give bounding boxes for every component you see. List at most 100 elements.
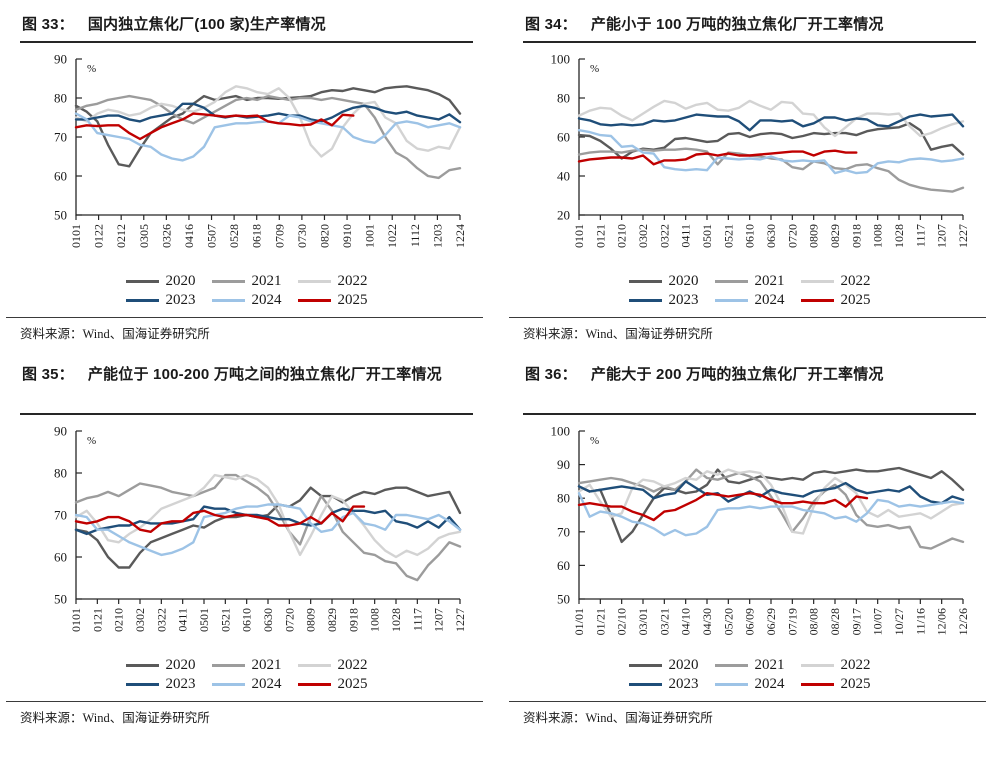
- legend-label: 2021: [754, 273, 785, 289]
- legend-item-2023: 2023: [628, 292, 699, 309]
- legend-item-2020: 2020: [125, 273, 196, 290]
- series-line-2023: [74, 102, 462, 124]
- x-tick-label: 04/10: [679, 608, 693, 635]
- legend-label: 2024: [754, 292, 785, 308]
- x-tick-label: 0101: [572, 224, 586, 248]
- series-line-2020: [74, 85, 462, 168]
- figure-33-title-text: 国内独立焦化厂(100 家)生产率情况: [87, 16, 326, 33]
- legend-swatch: [125, 299, 159, 302]
- y-axis-unit: %: [590, 435, 599, 447]
- legend-swatch: [297, 299, 331, 302]
- x-tick-label: 0918: [849, 224, 863, 248]
- x-tick-label: 0305: [137, 224, 151, 248]
- x-tick-label: 0709: [272, 224, 286, 248]
- legend-item-2024: 2024: [211, 676, 282, 693]
- y-tick-label: 80: [557, 91, 570, 106]
- x-tick-label: 0122: [92, 224, 106, 248]
- legend-item-2025: 2025: [800, 676, 871, 693]
- x-tick-label: 05/20: [721, 608, 735, 635]
- figure-36-number: 图 36：: [525, 366, 577, 383]
- y-tick-label: 100: [551, 424, 571, 439]
- axes: [578, 59, 963, 216]
- legend-row: 2023 2024 2025: [523, 292, 976, 309]
- legend-label: 2022: [337, 273, 368, 289]
- y-tick-label: 70: [54, 130, 67, 145]
- series-line-2025: [577, 149, 858, 166]
- figure-35-line-chart: 50 60 70 80 90% 0101 0121 0210 0302 0322 0411 0501 0…: [20, 419, 473, 655]
- legend-swatch: [714, 280, 748, 283]
- x-tick-label: 11/16: [913, 608, 927, 635]
- legend-item-2022: 2022: [800, 657, 871, 674]
- legend-swatch: [125, 683, 159, 686]
- x-tick-label: 10/07: [871, 608, 885, 635]
- legend-swatch: [211, 683, 245, 686]
- series-line-2024: [74, 503, 462, 557]
- figure-33-source-note: 资料来源：Wind、国海证券研究所: [6, 317, 483, 342]
- legend-item-2020: 2020: [628, 273, 699, 290]
- legend-item-2021: 2021: [714, 657, 785, 674]
- y-tick-label: 70: [54, 508, 67, 523]
- x-tick-label: 06/29: [764, 608, 778, 635]
- x-tick-label: 02/10: [615, 608, 629, 635]
- legend-item-2023: 2023: [125, 292, 196, 309]
- legend-swatch: [800, 280, 834, 283]
- x-tick-label: 10/27: [892, 608, 906, 635]
- source-text: 资料来源：Wind、国海证券研究所: [20, 327, 210, 341]
- x-tick-label: 09/17: [849, 608, 863, 635]
- x-tick-label: 0212: [114, 224, 128, 248]
- x-tick-label: 0326: [159, 224, 173, 248]
- x-tick-label: 1227: [956, 224, 970, 248]
- x-tick-label: 0720: [282, 608, 296, 632]
- legend-row: 2020 2021 2022: [523, 657, 976, 674]
- figure-33-chart-svg: 50 60 70 80 90% 0101 0122 0212 0305 0326 0416 0507 0…: [54, 52, 467, 249]
- legend-item-2022: 2022: [297, 657, 368, 674]
- x-tick-label: 1112: [408, 224, 422, 247]
- legend-item-2025: 2025: [297, 676, 368, 693]
- legend-row: 2023 2024 2025: [20, 292, 473, 309]
- legend-label: 2023: [668, 292, 699, 308]
- figure-36-header: 图 36： 产能大于 200 万吨的独立焦化厂开工率情况: [523, 362, 976, 415]
- legend-item-2023: 2023: [628, 676, 699, 693]
- legend-label: 2021: [754, 657, 785, 673]
- x-tick-label: 1028: [389, 608, 403, 632]
- legend-label: 2020: [165, 657, 196, 673]
- legend-swatch: [211, 280, 245, 283]
- x-tick-label: 07/19: [785, 608, 799, 635]
- legend-label: 2020: [668, 273, 699, 289]
- legend-label: 2025: [840, 292, 871, 308]
- legend-item-2022: 2022: [297, 273, 368, 290]
- legend-swatch: [125, 280, 159, 283]
- y-tick-label: 90: [54, 424, 67, 439]
- series-line-2024: [577, 491, 965, 537]
- y-tick-label: 60: [54, 169, 67, 184]
- legend-item-2021: 2021: [211, 273, 282, 290]
- series-line-2020: [74, 486, 462, 569]
- legend-row: 2020 2021 2022: [20, 657, 473, 674]
- y-tick-label: 80: [54, 91, 67, 106]
- y-tick-label: 80: [54, 466, 67, 481]
- x-tick-label: 1008: [368, 608, 382, 632]
- legend-swatch: [211, 664, 245, 667]
- x-tick-label: 0809: [304, 608, 318, 632]
- figure-34-chart-svg: 20 40 60 80 100% 0101 0121 0210 0302 0322 0411 0501…: [551, 52, 971, 249]
- report-figure-grid: 图 33： 国内独立焦化厂(100 家)生产率情况 50 60 70 80 90% 0101…: [6, 6, 986, 725]
- figure-33: 图 33： 国内独立焦化厂(100 家)生产率情况 50 60 70 80 90% 0101…: [6, 6, 483, 342]
- x-tick-label: 1227: [453, 608, 467, 632]
- legend-swatch: [800, 664, 834, 667]
- legend-label: 2022: [337, 657, 368, 673]
- figure-33-title: 图 33： 国内独立焦化厂(100 家)生产率情况: [22, 14, 471, 36]
- figure-34-legend: 2020 2021 2022 2023 2024 2025: [523, 273, 976, 309]
- x-tick-label: 0302: [133, 608, 147, 632]
- y-tick-label: 90: [557, 457, 570, 472]
- series-line-2023: [577, 113, 965, 132]
- y-tick-label: 80: [557, 491, 570, 506]
- legend-row: 2020 2021 2022: [523, 273, 976, 290]
- legend-swatch: [800, 683, 834, 686]
- legend-label: 2025: [337, 676, 368, 692]
- figure-33-header: 图 33： 国内独立焦化厂(100 家)生产率情况: [20, 12, 473, 43]
- figure-35-legend: 2020 2021 2022 2023 2024 2025: [20, 657, 473, 693]
- figure-36-legend: 2020 2021 2022 2023 2024 2025: [523, 657, 976, 693]
- legend-label: 2023: [165, 292, 196, 308]
- source-text: 资料来源：Wind、国海证券研究所: [523, 327, 713, 341]
- x-tick-label: 0416: [182, 224, 196, 248]
